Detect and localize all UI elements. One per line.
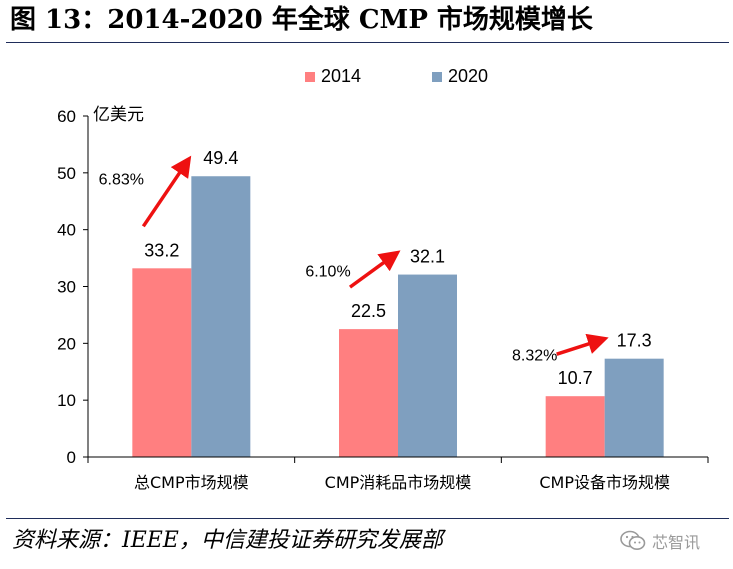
bar-2020 xyxy=(398,274,457,457)
y-axis: 0 10 20 30 40 50 60 亿美元 xyxy=(57,105,144,467)
wechat-icon xyxy=(620,530,646,550)
watermark-text: 芯智讯 xyxy=(652,533,701,552)
growth-rate-label: 8.32% xyxy=(512,348,557,365)
bar-value-label: 33.2 xyxy=(144,240,179,260)
footer-divider xyxy=(6,518,729,519)
legend-label: 2014 xyxy=(321,66,361,86)
watermark: 芯智讯 xyxy=(620,526,700,556)
bar-2014 xyxy=(339,329,398,457)
bars-group: 33.2 49.4 22.5 32.1 10.7 17.3 xyxy=(132,148,664,457)
title-divider xyxy=(6,42,729,43)
y-tick-label: 40 xyxy=(57,221,76,240)
bar-value-label: 10.7 xyxy=(558,368,593,388)
bar-2020 xyxy=(604,358,664,457)
growth-arrow xyxy=(141,155,192,228)
x-category-label: CMP设备市场规模 xyxy=(539,473,670,492)
bar-value-label: 17.3 xyxy=(617,331,652,351)
x-axis: 总CMP市场规模 CMP消耗品市场规模 CMP设备市场规模 xyxy=(87,456,709,492)
growth-arrow xyxy=(348,250,401,289)
x-category-label: 总CMP市场规模 xyxy=(134,473,249,492)
legend-label: 2020 xyxy=(448,66,488,86)
source-note: 资料来源：IEEE，中信建投证券研究发展部 xyxy=(12,528,443,553)
bar-2014 xyxy=(132,268,192,457)
bar-chart: 2014 2020 0 10 20 30 40 50 60 亿美元 33.2 49.4 22.5 32… xyxy=(57,66,709,492)
bar-2014 xyxy=(545,396,605,457)
bar-2020 xyxy=(191,176,251,457)
legend-swatch-2014 xyxy=(305,72,315,82)
y-axis-unit: 亿美元 xyxy=(93,105,144,125)
bar-value-label: 22.5 xyxy=(351,301,386,321)
growth-arrows: 6.83% 6.10% 8.32% xyxy=(99,155,609,365)
bar-value-label: 32.1 xyxy=(410,247,445,267)
y-tick-label: 0 xyxy=(67,448,76,467)
y-tick-label: 60 xyxy=(57,107,76,126)
y-tick-label: 20 xyxy=(57,334,76,353)
y-tick-label: 50 xyxy=(57,164,76,183)
chart-legend: 2014 2020 xyxy=(305,66,488,86)
x-category-label: CMP消耗品市场规模 xyxy=(325,473,472,492)
figure-title: 图 13：2014-2020 年全球 CMP 市场规模增长 xyxy=(10,5,593,35)
y-tick-label: 10 xyxy=(57,391,76,410)
growth-arrow xyxy=(556,333,609,356)
y-tick-label: 30 xyxy=(57,278,76,297)
growth-rate-label: 6.83% xyxy=(99,171,144,188)
growth-rate-label: 6.10% xyxy=(305,264,350,281)
legend-swatch-2020 xyxy=(432,72,442,82)
bar-value-label: 49.4 xyxy=(203,148,238,168)
